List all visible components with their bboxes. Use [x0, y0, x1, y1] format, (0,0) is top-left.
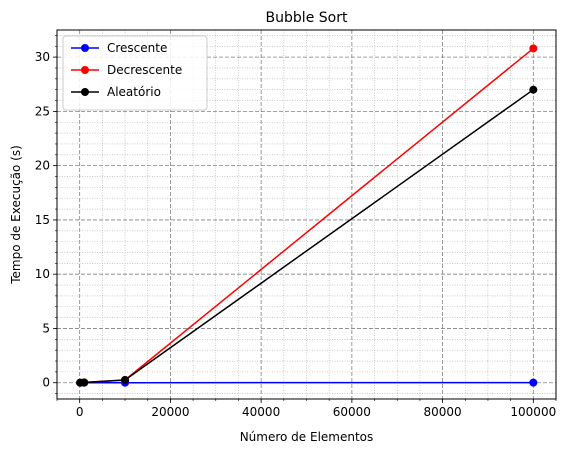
- axis-ticks: 0 20000 40000 60000 80000 100000 0 5 10 15 20 25 30: [35, 35, 557, 419]
- legend-swatch-marker: [81, 88, 89, 96]
- x-tick-label: 80000: [423, 405, 461, 419]
- x-axis-label: Número de Elementos: [240, 430, 374, 444]
- data-point: [529, 378, 538, 387]
- series-layer: [76, 44, 538, 387]
- legend-label: Crescente: [107, 41, 167, 55]
- chart-title: Bubble Sort: [266, 10, 348, 26]
- y-tick-label: 5: [42, 321, 50, 335]
- y-tick-label: 20: [35, 159, 50, 173]
- y-tick-label: 15: [35, 213, 50, 227]
- data-point: [529, 44, 538, 53]
- legend-label: Decrescente: [107, 63, 182, 77]
- x-tick-label: 60000: [333, 405, 371, 419]
- legend-label: Aleatório: [107, 85, 161, 99]
- data-point: [529, 85, 538, 94]
- y-axis-label: Tempo de Execução (s): [9, 145, 23, 285]
- data-point: [121, 376, 130, 385]
- legend-swatch-marker: [81, 44, 89, 52]
- data-point: [80, 378, 89, 387]
- legend-swatch-marker: [81, 66, 89, 74]
- x-tick-label: 0: [76, 405, 84, 419]
- x-tick-label: 20000: [151, 405, 189, 419]
- y-tick-label: 0: [42, 376, 50, 390]
- legend: Crescente Decrescente Aleatório: [62, 35, 208, 111]
- x-tick-label: 100000: [510, 405, 556, 419]
- y-tick-label: 10: [35, 267, 50, 281]
- x-tick-label: 40000: [242, 405, 280, 419]
- y-tick-label: 30: [35, 50, 50, 64]
- y-tick-label: 25: [35, 104, 50, 118]
